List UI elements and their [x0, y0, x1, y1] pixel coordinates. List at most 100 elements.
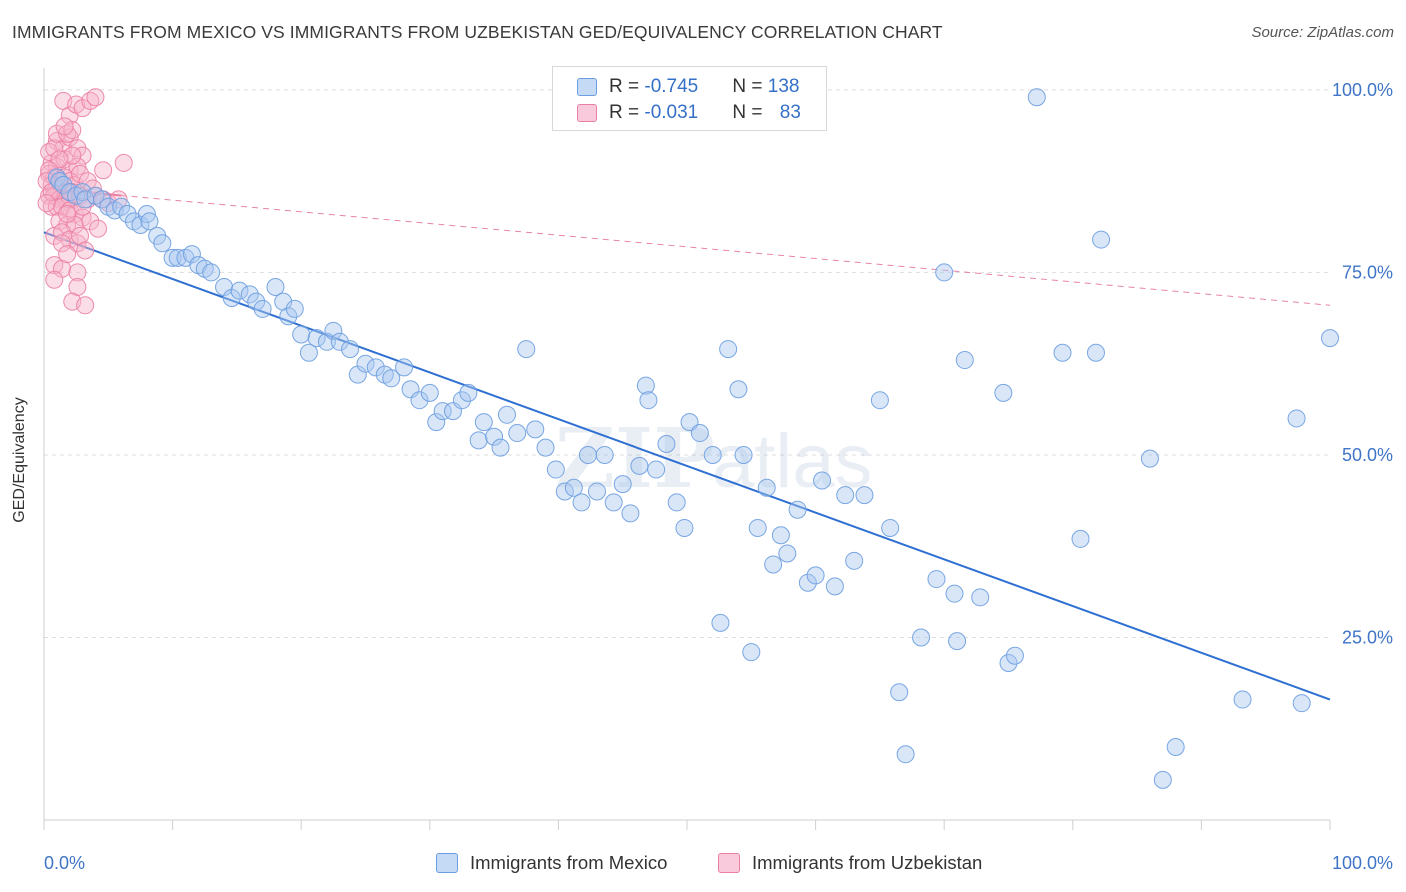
data-point-mexico — [459, 383, 478, 402]
data-point-mexico — [971, 588, 990, 607]
data-point-uzbekistan — [50, 150, 69, 169]
data-point-mexico — [636, 376, 655, 395]
data-point-uzbekistan — [86, 88, 105, 107]
x-tick-label: 0.0% — [44, 853, 85, 873]
data-point-mexico — [757, 478, 776, 497]
data-point-mexico — [806, 566, 825, 585]
data-point-mexico — [202, 263, 221, 282]
data-point-uzbekistan — [53, 234, 72, 253]
data-point-mexico — [1053, 343, 1072, 362]
data-point-mexico — [299, 343, 318, 362]
data-point-mexico — [382, 369, 401, 388]
data-point-mexico — [137, 205, 156, 224]
data-point-mexico — [324, 321, 343, 340]
data-point-mexico — [118, 205, 137, 224]
data-point-mexico — [153, 234, 172, 253]
data-point-uzbekistan — [71, 226, 90, 245]
data-point-mexico — [890, 683, 909, 702]
data-point-uzbekistan — [89, 219, 108, 238]
data-point-mexico — [912, 628, 931, 647]
data-point-mexico — [266, 278, 285, 297]
data-point-mexico — [536, 438, 555, 457]
legend-r-value: -0.031 — [644, 102, 699, 123]
data-point-uzbekistan — [71, 164, 90, 183]
data-point-mexico — [526, 420, 545, 439]
data-point-mexico — [247, 292, 266, 311]
data-point-uzbekistan — [94, 161, 113, 180]
legend-swatch-uzbekistan — [577, 104, 597, 122]
data-point-mexico — [485, 427, 504, 446]
data-point-mexico — [469, 431, 488, 450]
data-point-uzbekistan — [68, 263, 87, 282]
data-point-mexico — [639, 391, 658, 410]
data-point-mexico — [279, 307, 298, 326]
legend-row-uzbekistan: R = -0.031 N = 83 — [577, 101, 801, 125]
data-point-mexico — [690, 424, 709, 443]
data-point-mexico — [1005, 646, 1024, 665]
y-axis-title: GED/Equivalency — [11, 397, 28, 523]
data-point-uzbekistan — [68, 157, 87, 176]
data-point-mexico — [366, 358, 385, 377]
data-point-mexico — [517, 340, 536, 359]
data-point-mexico — [870, 391, 889, 410]
data-point-uzbekistan — [76, 241, 95, 260]
data-point-mexico — [999, 654, 1018, 673]
data-point-uzbekistan — [42, 197, 61, 216]
source-label: Source: ZipAtlas.com — [1251, 24, 1394, 41]
data-point-mexico — [729, 380, 748, 399]
data-point-mexico — [230, 281, 249, 300]
data-point-mexico — [788, 500, 807, 519]
legend-n-label: N = — [732, 76, 768, 97]
legend-swatch-mexico — [577, 78, 597, 96]
data-point-mexico — [546, 460, 565, 479]
data-point-mexico — [433, 402, 452, 421]
data-point-mexico — [703, 445, 722, 464]
data-point-mexico — [798, 573, 817, 592]
data-point-uzbekistan — [53, 223, 72, 242]
data-point-uzbekistan — [81, 212, 100, 231]
data-point-mexico — [935, 263, 954, 282]
data-point-mexico — [719, 340, 738, 359]
data-point-mexico — [595, 445, 614, 464]
data-point-mexico — [222, 288, 241, 307]
data-point-mexico — [945, 584, 964, 603]
data-point-mexico — [813, 471, 832, 490]
x-tick-label: 100.0% — [1332, 853, 1393, 873]
y-tick-label: 100.0% — [1332, 80, 1393, 100]
data-point-uzbekistan — [114, 153, 133, 172]
data-point-uzbekistan — [73, 146, 92, 165]
data-point-mexico — [604, 493, 623, 512]
bottom-legend-uzbekistan: Immigrants from Uzbekistan — [718, 852, 982, 874]
bottom-legend-mexico: Immigrants from Mexico — [436, 852, 667, 874]
y-tick-label: 25.0% — [1342, 627, 1393, 647]
data-point-uzbekistan — [68, 278, 87, 297]
data-point-mexico — [778, 544, 797, 563]
data-point-uzbekistan — [40, 142, 59, 161]
data-point-mexico — [92, 190, 111, 209]
data-point-mexico — [675, 518, 694, 537]
data-point-mexico — [1287, 409, 1306, 428]
data-point-mexico — [1086, 343, 1105, 362]
data-point-mexico — [881, 518, 900, 537]
data-point-mexico — [182, 245, 201, 264]
data-point-mexico — [764, 555, 783, 574]
data-point-mexico — [994, 383, 1013, 402]
data-point-uzbekistan — [81, 91, 100, 110]
data-point-mexico — [427, 413, 446, 432]
data-point-mexico — [734, 445, 753, 464]
data-point-mexico — [497, 405, 516, 424]
data-point-mexico — [680, 413, 699, 432]
data-point-mexico — [955, 351, 974, 370]
legend-r-label: R = — [609, 76, 645, 97]
bottom-legend-label-mexico: Immigrants from Mexico — [470, 852, 668, 873]
chart-title: IMMIGRANTS FROM MEXICO VS IMMIGRANTS FRO… — [12, 22, 943, 42]
data-point-mexico — [1233, 690, 1252, 709]
data-point-mexico — [1321, 329, 1339, 348]
data-point-mexico — [621, 504, 640, 523]
data-point-uzbekistan — [73, 197, 92, 216]
data-point-mexico — [131, 215, 150, 234]
data-point-uzbekistan — [45, 139, 64, 158]
data-point-mexico — [54, 175, 73, 194]
data-point-mexico — [474, 413, 493, 432]
